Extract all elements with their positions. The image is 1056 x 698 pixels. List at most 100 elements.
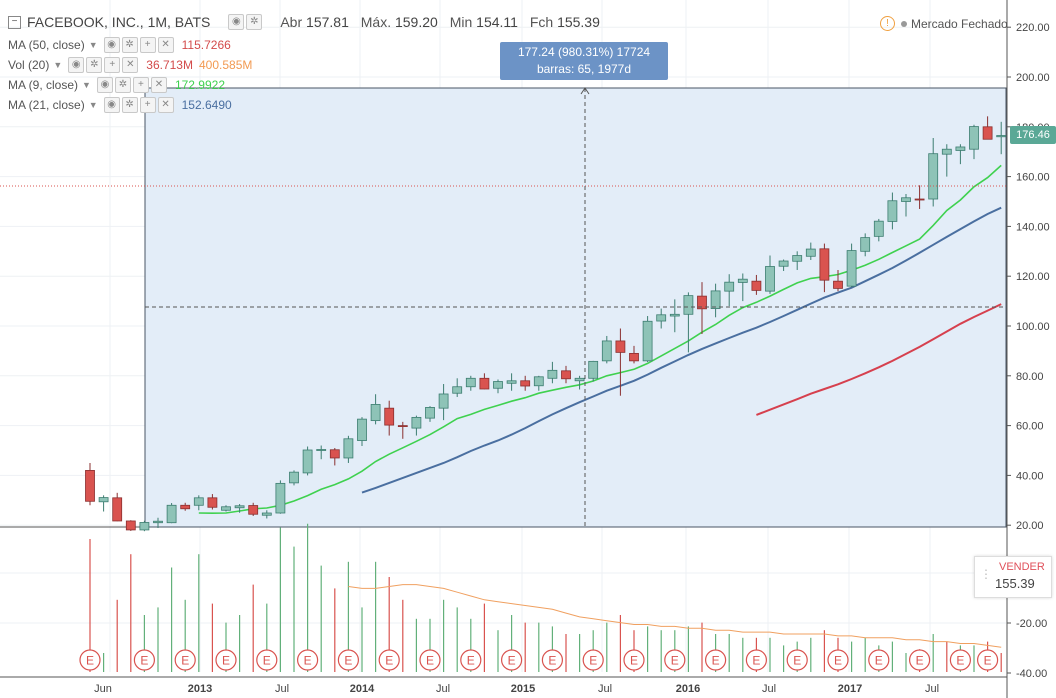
volume-ma-series: [348, 584, 1002, 648]
earnings-marker-label: E: [875, 654, 883, 668]
price-tick-label: 100.00: [1016, 321, 1050, 333]
earnings-marker-icon: [704, 649, 727, 671]
time-tick-label: 2015: [511, 683, 535, 695]
sell-label: VENDER: [999, 561, 1045, 573]
earnings-marker-label: E: [984, 654, 992, 668]
time-tick-label: Jul: [275, 683, 289, 695]
earnings-marker-label: E: [589, 654, 597, 668]
close-icon[interactable]: ✕: [157, 37, 174, 53]
arrow-up-icon: [580, 87, 590, 95]
indicator-value: 152.6490: [181, 98, 232, 112]
volume-tick-label: -20.00: [1016, 618, 1047, 630]
sell-button[interactable]: ⋮ VENDER 155.39: [974, 556, 1052, 598]
volume-bars: [89, 523, 1002, 672]
close-icon[interactable]: ✕: [157, 97, 174, 113]
time-tick-label: 2013: [188, 683, 212, 695]
earnings-marker-label: E: [222, 654, 230, 668]
eye-icon[interactable]: ◉: [103, 97, 120, 113]
candle: [370, 404, 381, 422]
time-tick-label: Jul: [598, 683, 612, 695]
candle: [887, 200, 898, 222]
add-icon[interactable]: +: [104, 57, 121, 73]
settings-icon[interactable]: ✲: [121, 37, 138, 53]
earnings-marker-label: E: [86, 654, 94, 668]
candle: [85, 470, 95, 502]
sell-price: 155.39: [995, 576, 1035, 591]
settings-icon[interactable]: ✲: [121, 97, 138, 113]
price-axis[interactable]: 220.00200.00180.00160.00140.00120.00100.…: [1006, 0, 1050, 698]
add-icon[interactable]: +: [139, 97, 156, 113]
settings-icon[interactable]: ✲: [114, 77, 131, 93]
indicator-row[interactable]: Vol (20) ▼ ◉ ✲ + ✕ 36.713M 400.585M: [8, 56, 252, 74]
indicator-row[interactable]: MA (50, close) ▼ ◉ ✲ + ✕ 115.7266: [8, 36, 231, 54]
add-icon[interactable]: +: [132, 77, 149, 93]
candle: [561, 370, 571, 380]
candle: [683, 295, 694, 315]
drag-handle-icon[interactable]: ⋮: [980, 567, 992, 581]
earnings-marker-icon: [174, 649, 196, 671]
time-axis[interactable]: Jun 2013 Jul 2014 Jul 2015 Jul 2016 Jul 2017 Jul: [0, 676, 1007, 695]
close-icon[interactable]: ✕: [122, 57, 139, 73]
add-icon[interactable]: +: [139, 37, 156, 53]
candle: [805, 248, 816, 257]
earnings-marker-icon: [908, 649, 931, 671]
earnings-marker-icon: [133, 649, 155, 671]
dropdown-caret-icon[interactable]: ▼: [82, 80, 91, 90]
earnings-marker-icon: [297, 649, 319, 671]
volume-ma-line: [348, 584, 1002, 648]
earnings-marker-icon: [378, 649, 400, 671]
candle: [629, 352, 639, 362]
settings-icon[interactable]: ✲: [246, 14, 263, 30]
price-tick-label: 20.00: [1016, 520, 1044, 532]
candle: [901, 197, 911, 202]
open-label: Abr: [280, 14, 303, 30]
candle: [329, 449, 340, 459]
eye-icon[interactable]: ◉: [96, 77, 113, 93]
price-tick-label: 140.00: [1016, 221, 1050, 233]
eye-icon[interactable]: ◉: [68, 57, 85, 73]
time-tick-label: Jul: [925, 683, 939, 695]
earnings-marker-icon: [868, 649, 890, 671]
indicator-value: 115.7266: [181, 38, 231, 52]
earnings-marker-label: E: [263, 654, 271, 668]
ma9-series: [198, 164, 1002, 515]
close-icon[interactable]: ✕: [150, 77, 167, 93]
candle: [384, 407, 395, 426]
market-status-text: Mercado Fechado: [911, 16, 1008, 31]
candle: [860, 237, 871, 252]
candle: [588, 360, 599, 379]
price-tick-label: 220.00: [1016, 22, 1050, 34]
earnings-marker-label: E: [630, 654, 638, 668]
low-label: Min: [449, 14, 473, 30]
earnings-marker-label: E: [834, 654, 842, 668]
symbol-header: − FACEBOOK, INC., 1M, BATS ◉ ✲ Abr 157.8…: [8, 14, 600, 30]
eye-icon[interactable]: ◉: [103, 37, 120, 53]
price-tick-label: 60.00: [1016, 421, 1044, 433]
collapse-icon[interactable]: −: [8, 15, 21, 29]
candle: [873, 220, 884, 237]
volume-tick-label: -40.00: [1016, 668, 1047, 680]
candle: [207, 497, 218, 508]
dropdown-caret-icon[interactable]: ▼: [88, 100, 98, 110]
last-price-label: 176.46: [1010, 126, 1056, 144]
warning-icon[interactable]: !: [880, 16, 895, 31]
candle: [193, 497, 204, 506]
indicator-value: 172.9922: [174, 78, 226, 92]
indicator-row[interactable]: MA (9, close) ▼ ◉ ✲ + ✕ 172.9922: [8, 76, 225, 94]
earnings-marker-label: E: [426, 654, 434, 668]
candle: [615, 340, 626, 353]
earnings-marker-icon: [215, 649, 237, 671]
candle: [520, 380, 531, 387]
settings-icon[interactable]: ✲: [86, 57, 103, 73]
high-value: 159.20: [394, 14, 438, 30]
indicator-row[interactable]: MA (21, close) ▼ ◉ ✲ + ✕ 152.6490: [8, 96, 232, 114]
eye-icon[interactable]: ◉: [228, 14, 245, 30]
dropdown-caret-icon[interactable]: ▼: [53, 60, 63, 70]
candle: [343, 438, 354, 459]
candle: [479, 377, 490, 390]
candle: [452, 386, 463, 394]
dropdown-caret-icon[interactable]: ▼: [88, 40, 98, 50]
candle: [765, 266, 775, 292]
